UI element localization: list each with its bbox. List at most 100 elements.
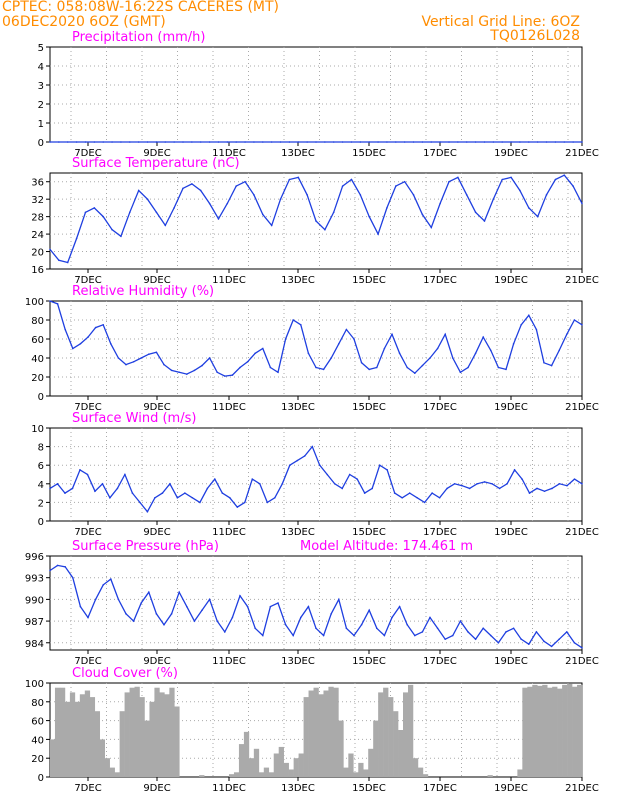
precipitation-ytick-label-4: 4 bbox=[38, 62, 44, 73]
pressure-point-50 bbox=[429, 616, 431, 619]
precipitation-point-31 bbox=[324, 141, 326, 143]
cloud-cover-ytick-label-4: 80 bbox=[31, 698, 44, 709]
precipitation-point-2 bbox=[66, 141, 69, 143]
pressure-ytick-label-0: 984 bbox=[25, 639, 44, 650]
precipitation-point-49 bbox=[483, 141, 486, 143]
precipitation-point-50 bbox=[492, 141, 495, 143]
pressure-point-42 bbox=[368, 609, 371, 612]
humidity-point-0 bbox=[49, 300, 51, 302]
precipitation-point-30 bbox=[315, 141, 317, 143]
precipitation-point-23 bbox=[253, 141, 255, 143]
humidity-point-17 bbox=[178, 371, 180, 374]
cloud-cover-bar-14 bbox=[119, 711, 125, 777]
pressure-xtick-label-2: 11DEC bbox=[212, 656, 246, 667]
humidity-point-59 bbox=[497, 366, 500, 369]
cloud-cover-bar-24 bbox=[169, 687, 175, 777]
temperature-point-22 bbox=[244, 180, 246, 183]
wind-point-2 bbox=[64, 492, 66, 494]
temperature-point-31 bbox=[324, 228, 326, 231]
cloud-cover-xtick-label-7: 21DEC bbox=[565, 783, 599, 794]
wind-point-46 bbox=[393, 492, 396, 494]
cloud-cover-bar-45 bbox=[273, 753, 280, 777]
wind-point-24 bbox=[229, 496, 231, 499]
pressure-point-63 bbox=[528, 643, 530, 646]
wind-xtick-label-0: 7DEC bbox=[74, 527, 101, 538]
temperature-point-20 bbox=[226, 202, 229, 205]
panel-humidity: 0 20 40 60 80 100 7DEC 9DEC 11DEC 13DEC 15DEC 17DEC… bbox=[25, 284, 599, 413]
cloud-cover-ytick-label-2: 40 bbox=[31, 735, 44, 746]
wind-point-66 bbox=[543, 490, 546, 493]
humidity-ytick-label-4: 80 bbox=[31, 316, 44, 327]
pressure-point-17 bbox=[178, 591, 180, 593]
wind-point-52 bbox=[438, 496, 441, 499]
cloud-cover-bar-58 bbox=[338, 720, 344, 777]
cloud-cover-bar-49 bbox=[293, 758, 299, 777]
precipitation-xtick-label-5: 17DEC bbox=[423, 148, 457, 159]
precipitation-point-46 bbox=[457, 141, 459, 143]
cloud-cover-bar-74 bbox=[417, 767, 424, 777]
cloud-cover-bar-40 bbox=[248, 758, 255, 777]
panel-cloud-cover: 0 20 40 60 80 100 7DEC 9DEC 11DEC 13DEC 15DEC 17DEC… bbox=[25, 666, 599, 794]
cloud-cover-ytick-label-5: 100 bbox=[25, 679, 44, 690]
temperature-point-35 bbox=[359, 194, 362, 196]
temperature-point-11 bbox=[146, 198, 149, 200]
temperature-xtick-label-4: 15DEC bbox=[352, 275, 386, 286]
wind-point-67 bbox=[551, 487, 553, 490]
pressure-point-1 bbox=[56, 564, 59, 567]
pressure-point-27 bbox=[254, 627, 256, 630]
cloud-cover-bar-13 bbox=[114, 772, 120, 777]
wind-point-18 bbox=[184, 492, 186, 494]
wind-point-61 bbox=[506, 483, 508, 485]
temperature-point-53 bbox=[519, 189, 521, 192]
humidity-point-2 bbox=[64, 328, 66, 331]
humidity-xtick-label-7: 21DEC bbox=[565, 402, 599, 413]
cloud-cover-bar-57 bbox=[333, 687, 339, 777]
pressure-point-61 bbox=[512, 627, 515, 630]
humidity-point-42 bbox=[368, 368, 371, 371]
precipitation-point-52 bbox=[510, 141, 512, 143]
humidity-point-45 bbox=[391, 333, 393, 336]
wind-xtick-label-2: 11DEC bbox=[212, 527, 246, 538]
pressure-point-11 bbox=[132, 620, 135, 622]
wind-point-17 bbox=[176, 496, 179, 499]
pressure-point-43 bbox=[376, 627, 378, 630]
cloud-cover-bar-39 bbox=[243, 731, 250, 777]
wind-point-59 bbox=[491, 483, 493, 485]
wind-point-69 bbox=[566, 484, 568, 487]
humidity-ytick-label-1: 20 bbox=[31, 373, 44, 384]
precipitation-point-56 bbox=[545, 141, 548, 143]
precipitation-point-44 bbox=[439, 141, 441, 143]
humidity-point-60 bbox=[505, 368, 507, 371]
cloud-cover-bar-19 bbox=[144, 720, 150, 777]
wind-ytick-label-5: 10 bbox=[31, 424, 44, 435]
humidity-point-63 bbox=[528, 314, 530, 317]
precipitation-point-58 bbox=[563, 141, 566, 143]
precipitation-xtick-label-2: 11DEC bbox=[212, 148, 246, 159]
header-date-line: 06DEC2020 6OZ (GMT) bbox=[2, 14, 166, 30]
temperature-point-28 bbox=[297, 176, 300, 179]
wind-point-65 bbox=[536, 487, 538, 490]
humidity-point-25 bbox=[239, 366, 241, 369]
cloud-cover-ytick-label-1: 20 bbox=[31, 754, 44, 765]
pressure-point-34 bbox=[307, 605, 310, 608]
wind-point-26 bbox=[244, 501, 246, 504]
wind-point-9 bbox=[116, 487, 119, 490]
temperature-point-46 bbox=[457, 176, 459, 179]
wind-point-28 bbox=[259, 483, 261, 485]
precipitation-point-22 bbox=[244, 141, 246, 143]
humidity-point-58 bbox=[490, 349, 492, 352]
precipitation-point-40 bbox=[403, 141, 406, 143]
temperature-xtick-label-0: 7DEC bbox=[74, 275, 101, 286]
precipitation-point-53 bbox=[519, 141, 521, 143]
cloud-cover-bar-12 bbox=[109, 767, 115, 777]
precipitation-point-41 bbox=[412, 141, 415, 143]
cloud-cover-bar-16 bbox=[129, 687, 135, 777]
wind-point-45 bbox=[386, 469, 388, 471]
temperature-point-27 bbox=[288, 178, 291, 181]
precipitation-point-6 bbox=[102, 141, 104, 143]
cloud-cover-bar-51 bbox=[303, 697, 309, 777]
wind-point-19 bbox=[191, 496, 194, 499]
temperature-point-38 bbox=[386, 207, 388, 209]
precipitation-point-59 bbox=[572, 141, 574, 143]
cloud-cover-bar-48 bbox=[288, 769, 294, 777]
